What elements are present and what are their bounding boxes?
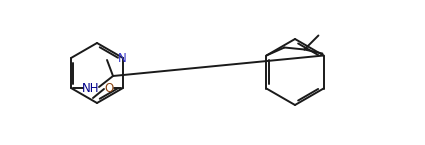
Text: NH: NH	[82, 81, 100, 95]
Text: O: O	[105, 81, 113, 95]
Text: N: N	[118, 51, 126, 65]
